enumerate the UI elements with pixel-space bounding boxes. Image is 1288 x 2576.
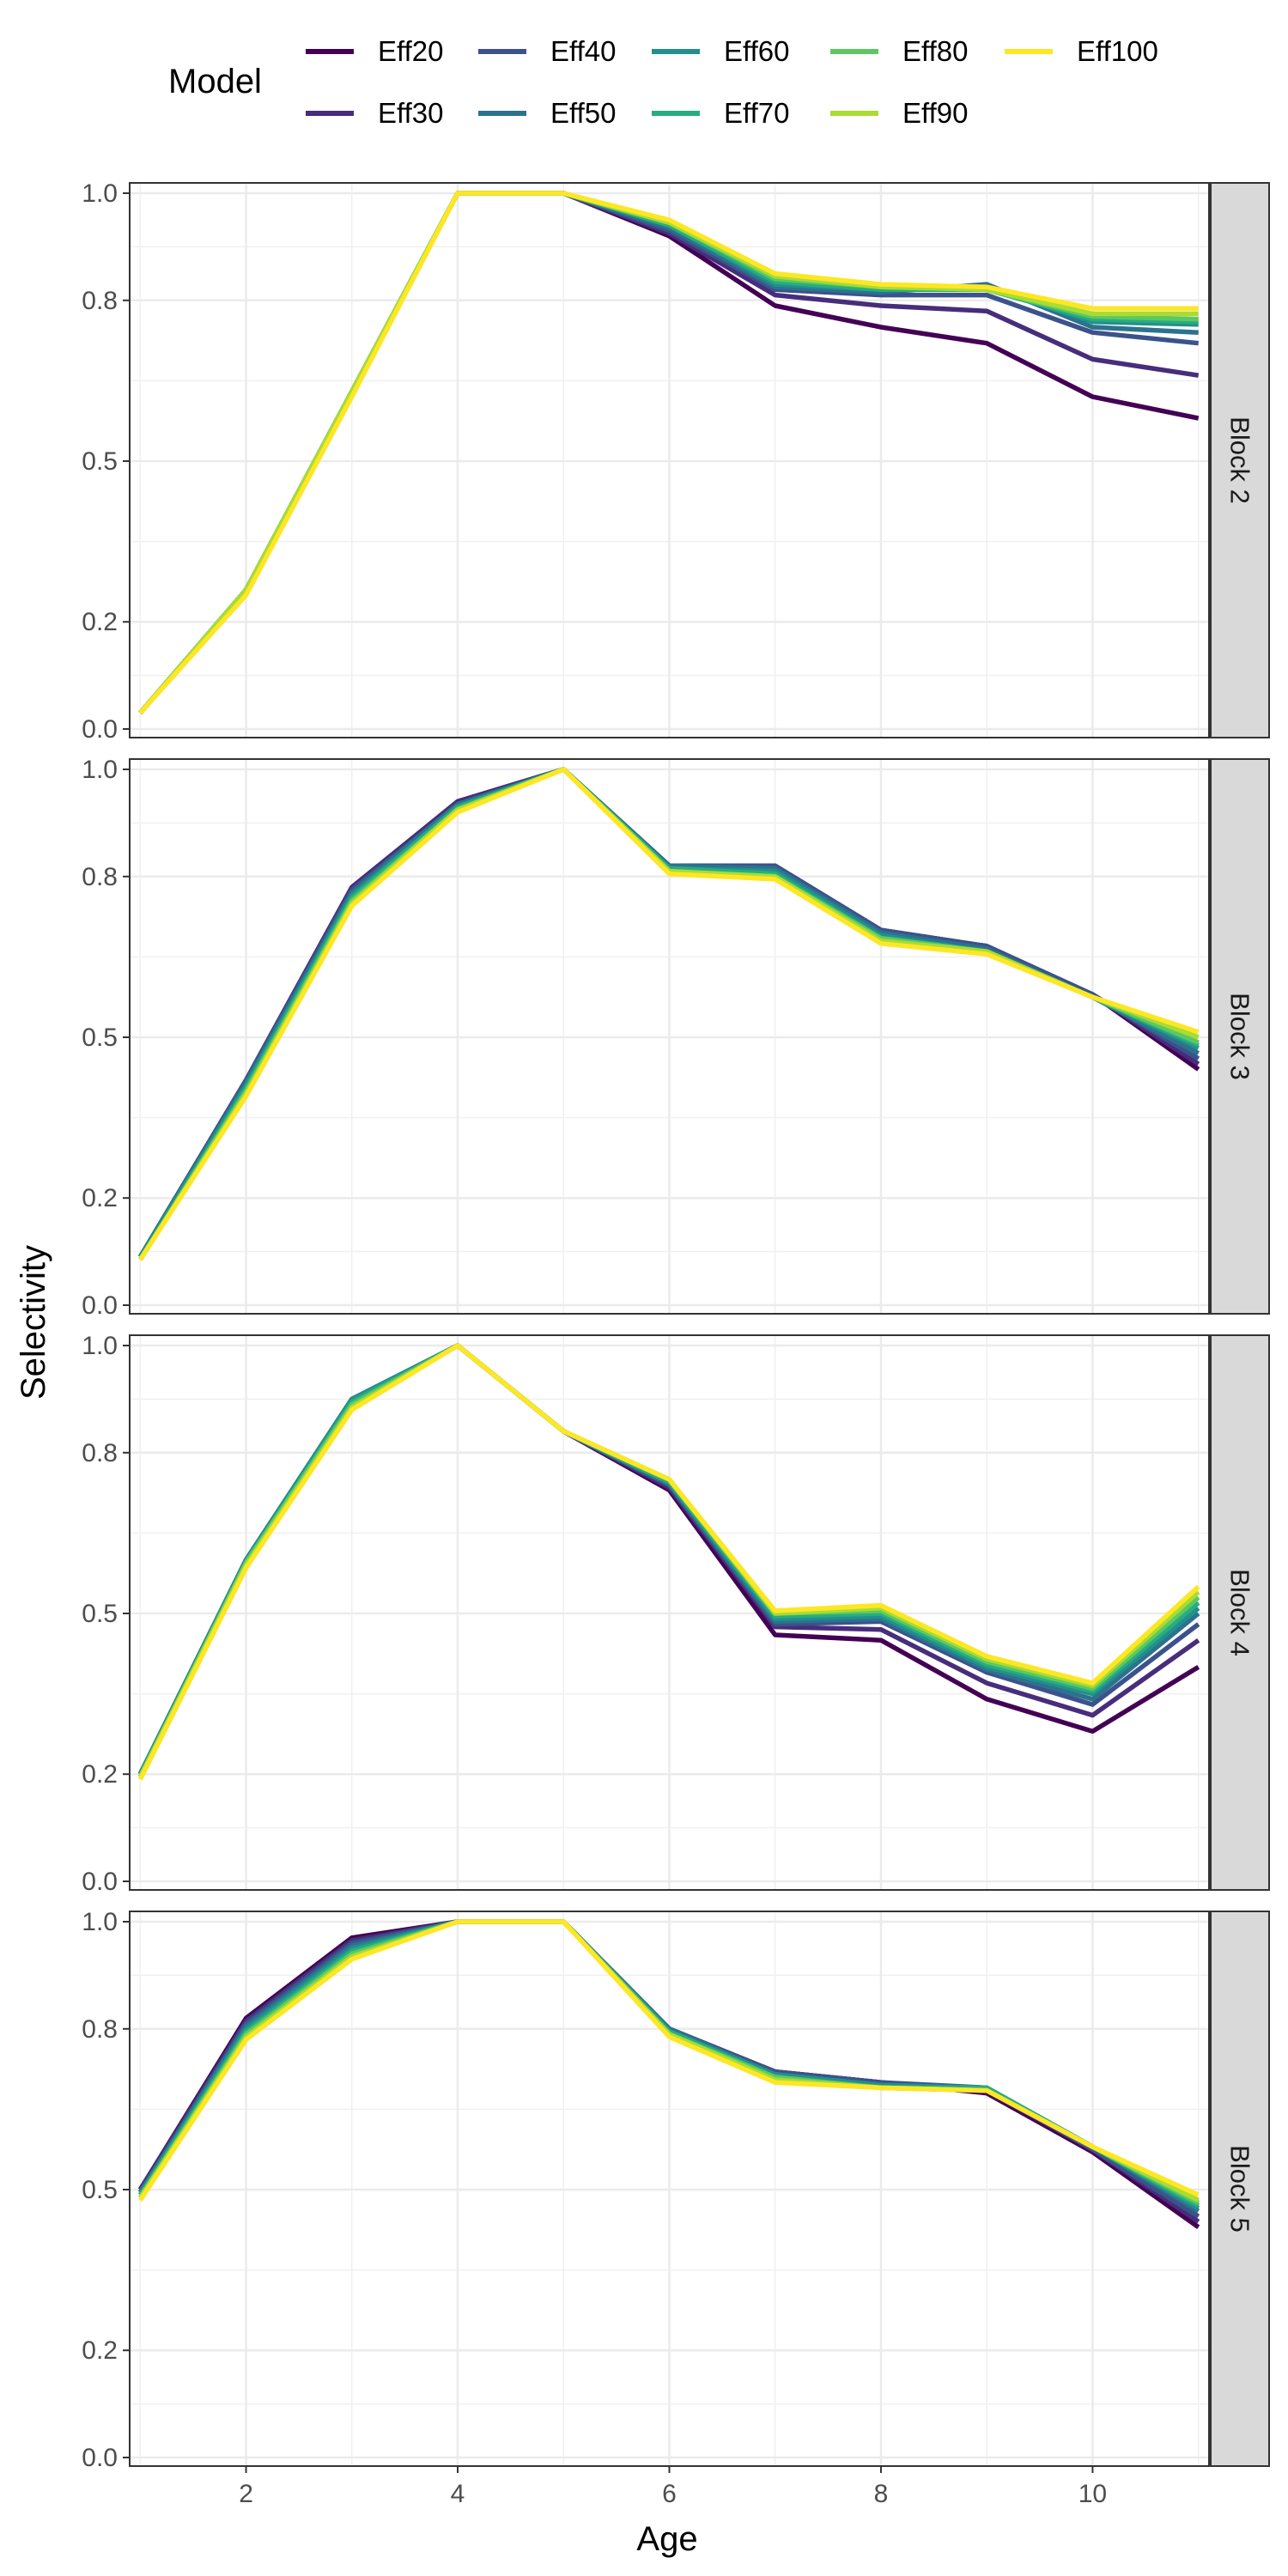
series-line-eff100 <box>137 767 1200 1261</box>
y-tick-label: 0.8 <box>82 287 118 315</box>
y-tick-label: 0.5 <box>82 1024 118 1052</box>
strip-label-block-2: Block 2 <box>1225 416 1255 504</box>
series-line-eff100 <box>138 191 1199 715</box>
y-tick-label: 0.5 <box>82 2176 118 2204</box>
y-tick-label: 1.0 <box>82 1332 118 1360</box>
x-tick-label: 8 <box>874 2480 889 2508</box>
panel-block-4: 0.0 0.2 0.5 0.8 1.0 Block 4 <box>82 1332 1270 1896</box>
x-tick-label: 6 <box>662 2480 677 2508</box>
legend-label-eff100: Eff100 <box>1077 35 1158 67</box>
y-tick-label: 1.0 <box>82 179 118 208</box>
y-tick-label: 0.2 <box>82 608 118 636</box>
legend-title: Model <box>168 63 262 100</box>
x-axis-title: Age <box>636 2520 697 2558</box>
panel-block-2: 0.0 0.2 0.5 0.8 1.0 Block 2 <box>82 179 1270 744</box>
y-tick-label: 0.8 <box>82 1439 118 1467</box>
series-line-eff90 <box>138 191 1199 715</box>
strip-label-block-5: Block 5 <box>1225 2145 1255 2233</box>
y-tick-label: 0.0 <box>82 715 118 744</box>
legend-label-eff50: Eff50 <box>550 97 616 129</box>
legend-label-eff30: Eff30 <box>378 97 443 129</box>
legend-label-eff20: Eff20 <box>378 35 443 67</box>
y-tick-label: 1.0 <box>82 756 118 784</box>
legend-label-eff80: Eff80 <box>902 35 968 67</box>
strip-background <box>1210 1911 1270 2467</box>
strip-background <box>1210 1334 1270 1891</box>
strip-label-block-4: Block 4 <box>1225 1569 1255 1656</box>
y-tick-label: 1.0 <box>82 1908 118 1936</box>
legend-label-eff60: Eff60 <box>724 35 789 67</box>
legend-label-eff90: Eff90 <box>902 97 968 129</box>
x-tick-label: 4 <box>451 2480 465 2508</box>
y-tick-label: 0.8 <box>82 2015 118 2044</box>
legend-label-eff70: Eff70 <box>724 97 789 129</box>
y-tick-label: 0.0 <box>82 1868 118 1896</box>
panels: 0.0 0.2 0.5 0.8 1.0 Block 2 0.0 0.2 0.5 0.8 1.0 Blo… <box>82 179 1270 2472</box>
y-tick-label: 0.5 <box>82 447 118 476</box>
panel-block-3: 0.0 0.2 0.5 0.8 1.0 Block 3 <box>82 756 1270 1320</box>
x-axis: 2 4 6 8 10 <box>239 2466 1107 2508</box>
y-axis-title: Selectivity <box>15 1245 52 1400</box>
y-tick-label: 0.8 <box>82 863 118 891</box>
strip-label-block-3: Block 3 <box>1225 993 1255 1080</box>
series-line-eff100 <box>138 1919 1200 2202</box>
x-tick-label: 2 <box>239 2480 253 2508</box>
x-tick-label: 10 <box>1078 2480 1107 2508</box>
y-tick-label: 0.2 <box>82 2336 118 2365</box>
series-line-eff100 <box>137 1343 1200 1781</box>
legend-label-eff40: Eff40 <box>550 35 616 67</box>
strip-background <box>1210 182 1270 738</box>
panel-block-5: 0.0 0.2 0.5 0.8 1.0 Block 5 <box>82 1908 1270 2472</box>
y-tick-label: 0.2 <box>82 1184 118 1212</box>
legend: Model Eff20 Eff30 Eff40 Eff50 Eff60 Eff70 Eff8… <box>168 35 1158 129</box>
y-tick-label: 0.5 <box>82 1600 118 1628</box>
y-tick-label: 0.2 <box>82 1760 118 1789</box>
y-tick-label: 0.0 <box>82 2444 118 2472</box>
strip-background <box>1210 758 1270 1315</box>
y-tick-label: 0.0 <box>82 1291 118 1320</box>
